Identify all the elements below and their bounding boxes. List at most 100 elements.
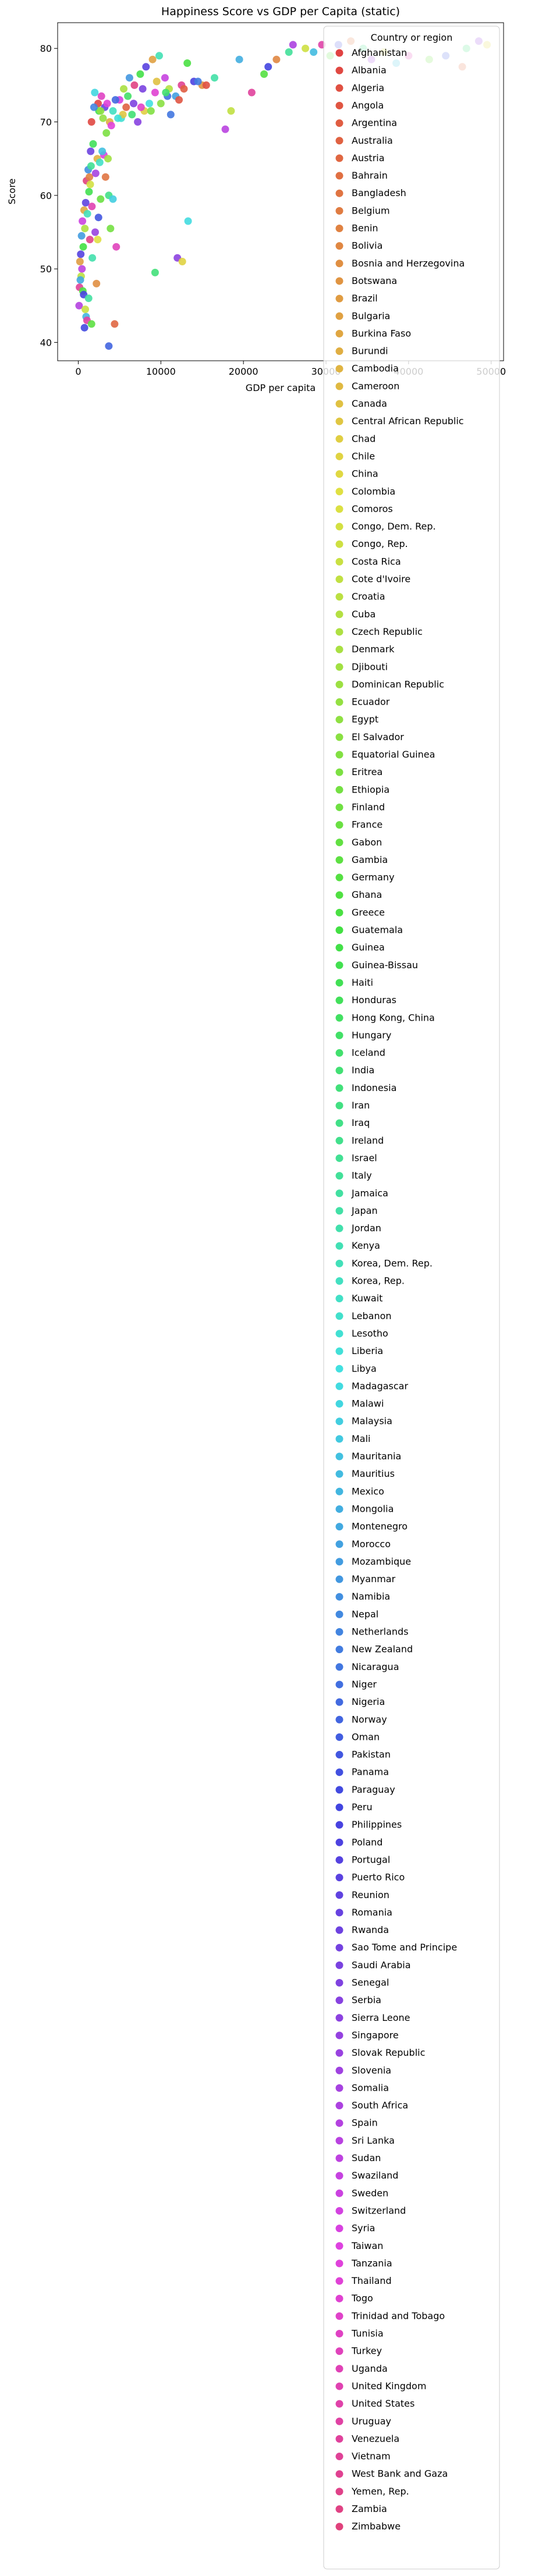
legend-item: Czech Republic: [335, 626, 423, 637]
legend-label: Chile: [352, 450, 375, 461]
data-point: [153, 77, 161, 86]
legend-marker: [335, 1733, 343, 1741]
legend-label: Yemen, Rep.: [351, 2486, 409, 2497]
data-point: [264, 63, 272, 71]
legend-label: Burkina Faso: [352, 328, 411, 339]
legend-label: Czech Republic: [352, 626, 423, 637]
data-point: [76, 258, 84, 265]
legend-marker: [335, 2435, 343, 2443]
legend-label: Bolivia: [352, 240, 382, 251]
legend-item: West Bank and Gaza: [335, 2468, 448, 2479]
legend-label: Nigeria: [352, 1696, 385, 1707]
legend-item: Saudi Arabia: [335, 1959, 411, 1970]
legend-label: Brazil: [352, 293, 378, 304]
legend-marker: [335, 628, 343, 636]
legend-marker: [335, 1593, 343, 1601]
legend-item: Norway: [335, 1714, 387, 1725]
legend-label: Bahrain: [352, 170, 388, 181]
legend-item: Germany: [335, 872, 395, 883]
legend-label: Namibia: [352, 1591, 390, 1602]
legend-marker: [335, 2488, 343, 2496]
legend-label: New Zealand: [352, 1644, 413, 1655]
legend-item: Djibouti: [335, 661, 388, 672]
legend-label: Comoros: [352, 503, 393, 514]
legend-label: Spain: [352, 2117, 378, 2129]
legend-marker: [335, 1909, 343, 1917]
data-point: [211, 74, 218, 82]
legend-label: Greece: [352, 907, 385, 918]
legend-marker: [335, 2189, 343, 2197]
legend-item: Congo, Dem. Rep.: [335, 521, 436, 532]
legend-label: Albania: [352, 65, 387, 76]
legend-marker: [335, 1628, 343, 1636]
legend-marker: [335, 260, 343, 268]
legend-label: China: [352, 468, 378, 479]
legend-label: Guinea: [352, 942, 385, 953]
legend-marker: [335, 2137, 343, 2145]
legend-marker: [335, 1856, 343, 1864]
legend-marker: [335, 1049, 343, 1057]
legend-marker: [335, 1891, 343, 1899]
legend-marker: [335, 2225, 343, 2233]
legend-marker: [335, 979, 343, 987]
legend-item: Montenegro: [335, 1521, 408, 1532]
legend-label: Swaziland: [352, 2170, 398, 2181]
y-tick-label: 70: [40, 117, 52, 128]
legend-marker: [335, 1943, 343, 1952]
legend-item: Iceland: [335, 1047, 385, 1058]
data-point: [99, 114, 107, 122]
legend-marker: [335, 312, 343, 320]
legend-marker: [335, 1558, 343, 1566]
data-point: [105, 342, 113, 350]
legend-label: Poland: [352, 1836, 382, 1847]
legend-marker: [335, 1259, 343, 1267]
legend-item: Reunion: [335, 1889, 389, 1900]
data-point: [180, 85, 188, 93]
data-point: [125, 74, 133, 82]
legend-label: Romania: [352, 1907, 392, 1918]
data-point: [202, 81, 210, 89]
legend-item: Somalia: [335, 2082, 389, 2093]
legend-item: Mali: [335, 1433, 371, 1444]
legend-item: Italy: [335, 1170, 372, 1181]
data-point: [90, 103, 98, 111]
legend-item: Jordan: [335, 1223, 381, 1234]
legend-marker: [335, 540, 343, 548]
data-point: [91, 88, 99, 97]
data-point: [227, 107, 235, 115]
legend-label: Burundi: [352, 346, 388, 357]
legend-marker: [335, 1803, 343, 1811]
legend-marker: [335, 1119, 343, 1127]
legend-marker: [335, 2505, 343, 2513]
data-point: [302, 44, 310, 52]
legend-label: Guatemala: [352, 925, 403, 936]
data-point: [97, 195, 105, 203]
data-point: [137, 103, 145, 111]
legend-item: Uruguay: [335, 2415, 391, 2426]
legend-marker: [335, 1189, 343, 1198]
legend-item: Hong Kong, China: [335, 1012, 435, 1023]
legend-marker: [335, 1382, 343, 1390]
legend-marker: [335, 2172, 343, 2180]
data-point: [178, 258, 186, 265]
legend-item: Sri Lanka: [335, 2135, 395, 2146]
legend-label: Puerto Rico: [352, 1872, 405, 1883]
legend-label: Argentina: [352, 118, 397, 129]
legend-label: Slovak Republic: [352, 2047, 425, 2058]
legend-item: Nepal: [335, 1608, 378, 1619]
legend-marker: [335, 2277, 343, 2285]
legend-label: Congo, Rep.: [352, 538, 408, 549]
data-point: [184, 217, 192, 225]
legend-item: Mexico: [335, 1486, 384, 1497]
legend-item: Algeria: [335, 82, 384, 93]
data-point: [130, 100, 137, 108]
legend-item: Singapore: [335, 2030, 399, 2041]
legend-label: Sudan: [352, 2152, 381, 2163]
legend-item: Malawi: [335, 1398, 384, 1409]
legend-item: New Zealand: [335, 1644, 413, 1655]
legend-marker: [335, 154, 343, 162]
legend-item: Israel: [335, 1152, 377, 1163]
legend-label: Gabon: [352, 837, 382, 848]
legend-label: Israel: [352, 1152, 377, 1163]
legend-label: Somalia: [352, 2082, 389, 2093]
